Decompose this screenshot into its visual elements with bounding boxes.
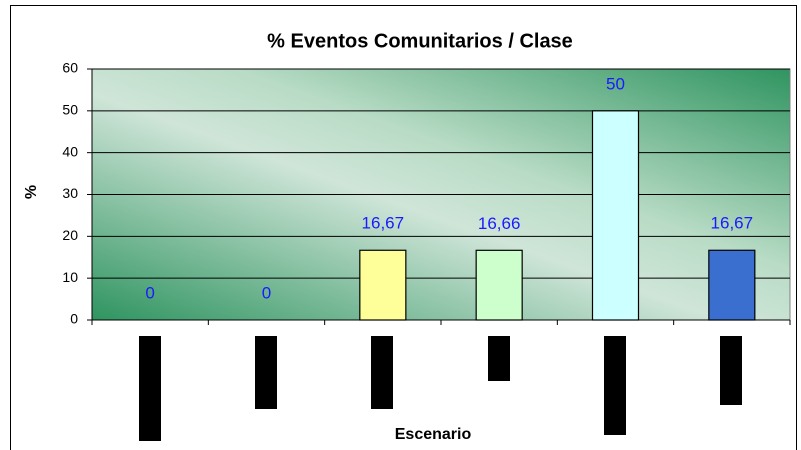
- redaction: [371, 336, 393, 409]
- y-tick-label: 20: [62, 227, 78, 243]
- bar: [475, 249, 523, 321]
- redaction: [255, 336, 277, 409]
- x-axis-label: Escenario: [395, 426, 472, 443]
- y-tick-label: 30: [62, 185, 78, 201]
- redaction: [139, 336, 161, 441]
- data-label: 0: [145, 283, 154, 302]
- redaction: [604, 336, 626, 435]
- redaction: [720, 336, 742, 405]
- bar: [708, 249, 756, 321]
- y-tick-label: 50: [62, 102, 78, 118]
- y-tick-label: 10: [62, 269, 78, 285]
- chart-title: % Eventos Comunitarios / Clase: [267, 30, 573, 52]
- data-label: 16,67: [711, 214, 754, 233]
- y-tick-label: 60: [62, 60, 78, 76]
- data-label: 16,67: [362, 214, 405, 233]
- y-tick-label: 40: [62, 143, 78, 159]
- bar: [591, 110, 640, 321]
- bar: [359, 249, 407, 321]
- data-label: 0: [262, 283, 271, 302]
- redactions: [139, 336, 742, 441]
- data-label: 16,66: [478, 214, 521, 233]
- y-axis-label: %: [23, 185, 40, 199]
- data-label: 50: [606, 74, 625, 93]
- redaction: [488, 336, 510, 381]
- y-tick-label: 0: [70, 311, 78, 327]
